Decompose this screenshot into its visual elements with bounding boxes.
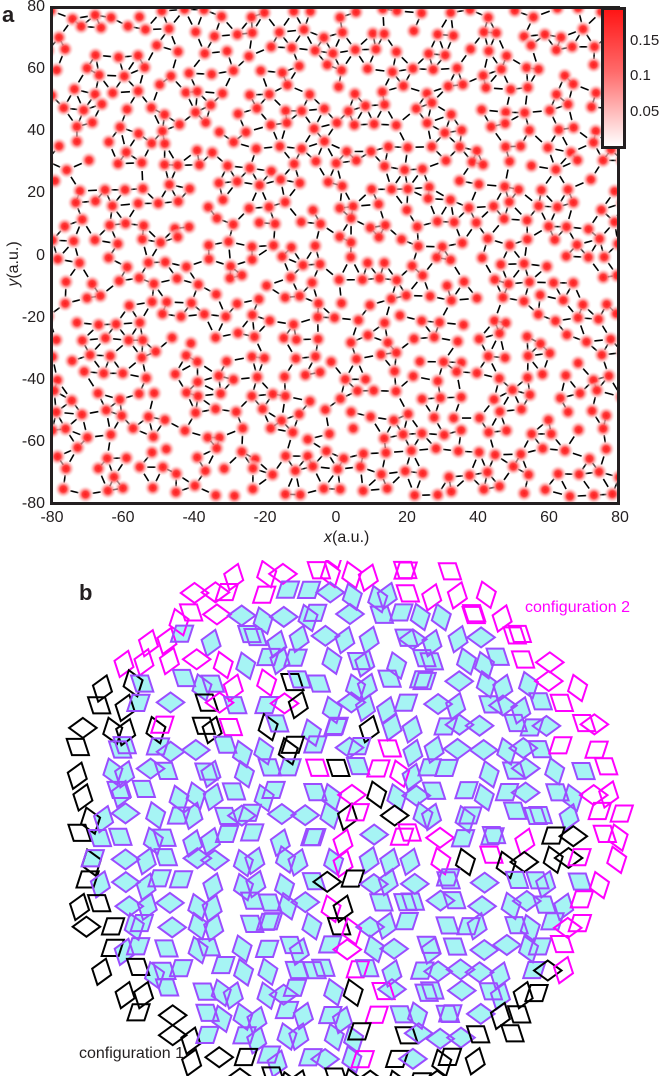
x-tick-neg60: -60 — [103, 510, 143, 526]
y-tick-80: 80 — [5, 0, 45, 15]
x-tick-40: 40 — [458, 510, 498, 526]
density-peaks-and-bonds — [53, 9, 617, 502]
x-tick-neg40: -40 — [174, 510, 214, 526]
x-tick-0: 0 — [316, 510, 356, 526]
x-tick-20: 20 — [387, 510, 427, 526]
colorbar-tick-0-1: 0.1 — [630, 68, 651, 83]
configuration-2-label: configuration 2 — [525, 599, 630, 617]
colorbar — [601, 7, 626, 149]
density-heatmap-plot — [50, 6, 620, 505]
y-axis-title: y(a.u.) — [5, 234, 23, 294]
y-tick-neg40: -40 — [5, 372, 45, 388]
y-tick-neg20: -20 — [5, 310, 45, 326]
y-axis-var: y — [5, 279, 22, 287]
x-tick-60: 60 — [529, 510, 569, 526]
colorbar-tick-0-15: 0.15 — [630, 33, 659, 48]
x-axis-var: x — [324, 529, 332, 546]
configuration-1-label: configuration 1 — [79, 1045, 184, 1063]
x-axis-title: x(a.u.) — [324, 529, 369, 547]
y-tick-40: 40 — [5, 123, 45, 139]
x-tick-neg80: -80 — [32, 510, 72, 526]
tiling-comparison-panel — [0, 560, 662, 1076]
colorbar-tick-0-05: 0.05 — [630, 104, 659, 119]
y-tick-20: 20 — [5, 185, 45, 201]
y-axis-unit: (a.u.) — [5, 241, 22, 278]
x-tick-neg20: -20 — [245, 510, 285, 526]
x-axis-unit: (a.u.) — [332, 529, 369, 546]
y-tick-neg60: -60 — [5, 434, 45, 450]
x-tick-80: 80 — [600, 510, 640, 526]
rhombus-tiling-disk — [0, 560, 662, 1076]
y-tick-60: 60 — [5, 61, 45, 77]
panel-b-label: b — [79, 580, 92, 606]
